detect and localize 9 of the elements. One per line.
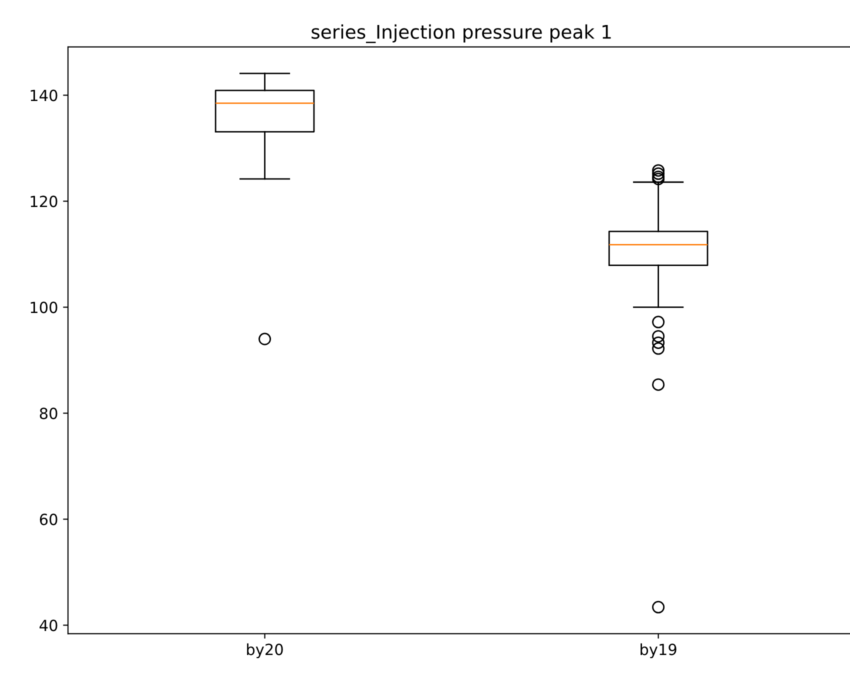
x-tick-label: by20 [247,643,283,658]
x-tick-label: by19 [640,643,676,658]
y-tick-label: 40 [40,620,58,632]
chart-title: series_Injection pressure peak 1 [312,24,611,44]
y-tick-label: 80 [40,408,58,420]
y-tick-label: 100 [30,302,58,314]
y-tick-label: 120 [30,196,58,208]
y-tick-label: 60 [40,514,58,526]
y-tick-label: 140 [30,90,58,102]
